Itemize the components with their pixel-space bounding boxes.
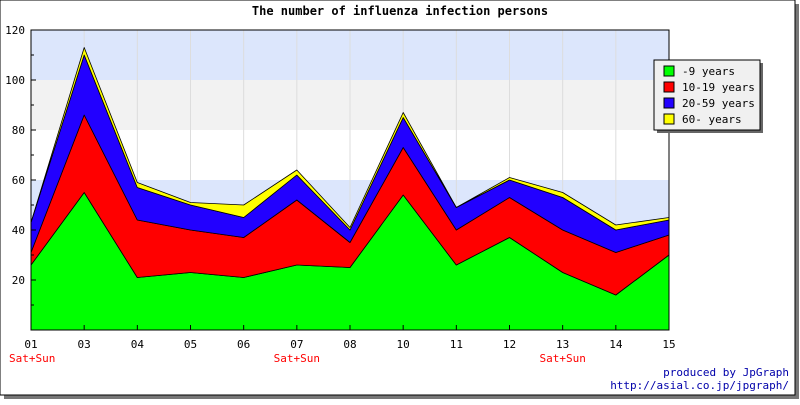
chart-title: The number of influenza infection person…	[252, 4, 548, 18]
x-tick-label: 03	[78, 338, 91, 351]
x-tick-label: 06	[237, 338, 250, 351]
x-tick-label: 08	[343, 338, 356, 351]
weekend-annotation: Sat+Sun	[9, 352, 55, 365]
credit-url[interactable]: http://asial.co.jp/jpgraph/	[610, 379, 789, 392]
credit-text: produced by JpGraph	[663, 366, 789, 379]
legend-swatch	[663, 65, 675, 77]
weekend-annotation: Sat+Sun	[539, 352, 585, 365]
x-tick-label: 11	[450, 338, 463, 351]
x-tick-label: 15	[662, 338, 675, 351]
y-axis: 20 40 60 80 100 120	[5, 24, 36, 306]
x-tick-label: 10	[397, 338, 410, 351]
x-tick-label: 13	[556, 338, 569, 351]
legend-label: 10-19 years	[682, 81, 755, 94]
x-tick-label: 07	[290, 338, 303, 351]
legend: -9 years 10-19 years 20-59 years 60- years	[653, 59, 763, 133]
y-tick-label: 20	[12, 274, 25, 287]
legend-label: -9 years	[682, 65, 735, 78]
x-axis: 01 03 04 05 06 07 08 10 11 12 13 14 15 Sat+Sun Sat+Sun…	[9, 325, 676, 365]
x-tick-label: 12	[503, 338, 516, 351]
y-tick-label: 120	[5, 24, 25, 37]
legend-label: 20-59 years	[682, 97, 755, 110]
x-tick-label: 14	[609, 338, 623, 351]
y-tick-label: 60	[12, 174, 25, 187]
x-tick-label: 04	[131, 338, 145, 351]
legend-swatch	[663, 81, 675, 93]
x-tick-label: 05	[184, 338, 197, 351]
x-tick-label: 01	[24, 338, 37, 351]
y-tick-label: 100	[5, 74, 25, 87]
legend-label: 60- years	[682, 113, 742, 126]
y-tick-label: 40	[12, 224, 25, 237]
legend-swatch	[663, 113, 675, 125]
legend-swatch	[663, 97, 675, 109]
y-tick-label: 80	[12, 124, 25, 137]
weekend-annotation: Sat+Sun	[274, 352, 320, 365]
